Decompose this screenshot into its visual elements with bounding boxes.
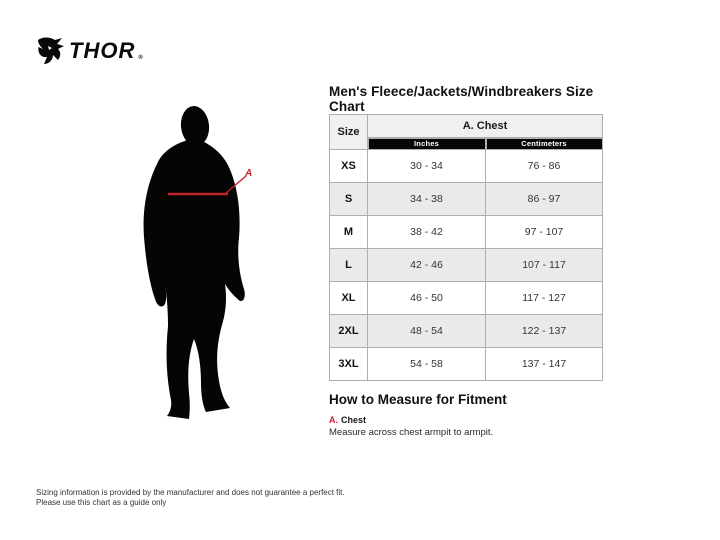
disclaimer-line-2: Please use this chart as a guide only	[36, 498, 167, 507]
measure-item-title: A. Chest	[329, 415, 366, 425]
size-label: 2XL	[329, 314, 368, 348]
measure-section-heading: How to Measure for Fitment	[329, 392, 507, 407]
column-header-inches: Inches	[367, 137, 486, 150]
measure-item-description: Measure across chest armpit to armpit.	[329, 427, 494, 438]
thor-ram-head-icon	[38, 37, 64, 64]
table-row: M 38 - 42 97 - 107	[329, 215, 603, 249]
table-header-row: Size A. Chest	[329, 114, 603, 150]
measure-item-key: A.	[329, 415, 338, 425]
size-chart-table: Size A. Chest Inches Centimeters XS 30 -…	[329, 114, 603, 381]
column-header-chest: A. Chest	[367, 114, 603, 138]
size-chart-title: Men's Fleece/Jackets/Windbreakers Size C…	[329, 84, 594, 114]
measure-item-name: Chest	[341, 415, 367, 425]
centimeters-value: 86 - 97	[485, 182, 603, 216]
size-label: M	[329, 215, 368, 249]
table-row: S 34 - 38 86 - 97	[329, 182, 603, 216]
size-label: 3XL	[329, 347, 368, 381]
size-label: XL	[329, 281, 368, 315]
centimeters-value: 107 - 117	[485, 248, 603, 282]
sizing-disclaimer: Sizing information is provided by the ma…	[36, 488, 345, 508]
column-header-centimeters: Centimeters	[485, 137, 603, 150]
inches-value: 46 - 50	[367, 281, 486, 315]
chest-measure-label: A	[244, 168, 252, 179]
table-row: 2XL 48 - 54 122 - 137	[329, 314, 603, 348]
inches-value: 54 - 58	[367, 347, 486, 381]
centimeters-value: 117 - 127	[485, 281, 603, 315]
inches-value: 38 - 42	[367, 215, 486, 249]
measurement-figure: A	[138, 104, 260, 426]
inches-value: 42 - 46	[367, 248, 486, 282]
centimeters-value: 122 - 137	[485, 314, 603, 348]
table-units-row: Inches Centimeters	[330, 137, 603, 150]
table-row: XS 30 - 34 76 - 86	[329, 149, 603, 183]
centimeters-value: 76 - 86	[485, 149, 603, 183]
table-row: XL 46 - 50 117 - 127	[329, 281, 603, 315]
column-header-size: Size	[329, 114, 368, 150]
table-row: L 42 - 46 107 - 117	[329, 248, 603, 282]
inches-value: 48 - 54	[367, 314, 486, 348]
table-row: 3XL 54 - 58 137 - 147	[329, 347, 603, 381]
brand-logo: THOR ®	[36, 37, 143, 65]
male-silhouette-graphic: A	[143, 106, 252, 419]
registered-mark: ®	[138, 55, 143, 61]
chest-pointer-line	[225, 175, 247, 194]
size-label: XS	[329, 149, 368, 183]
inches-value: 34 - 38	[367, 182, 486, 216]
centimeters-value: 137 - 147	[485, 347, 603, 381]
size-label: L	[329, 248, 368, 282]
centimeters-value: 97 - 107	[485, 215, 603, 249]
size-label: S	[329, 182, 368, 216]
brand-logo-text: THOR	[69, 37, 136, 64]
disclaimer-line-1: Sizing information is provided by the ma…	[36, 488, 345, 497]
inches-value: 30 - 34	[367, 149, 486, 183]
